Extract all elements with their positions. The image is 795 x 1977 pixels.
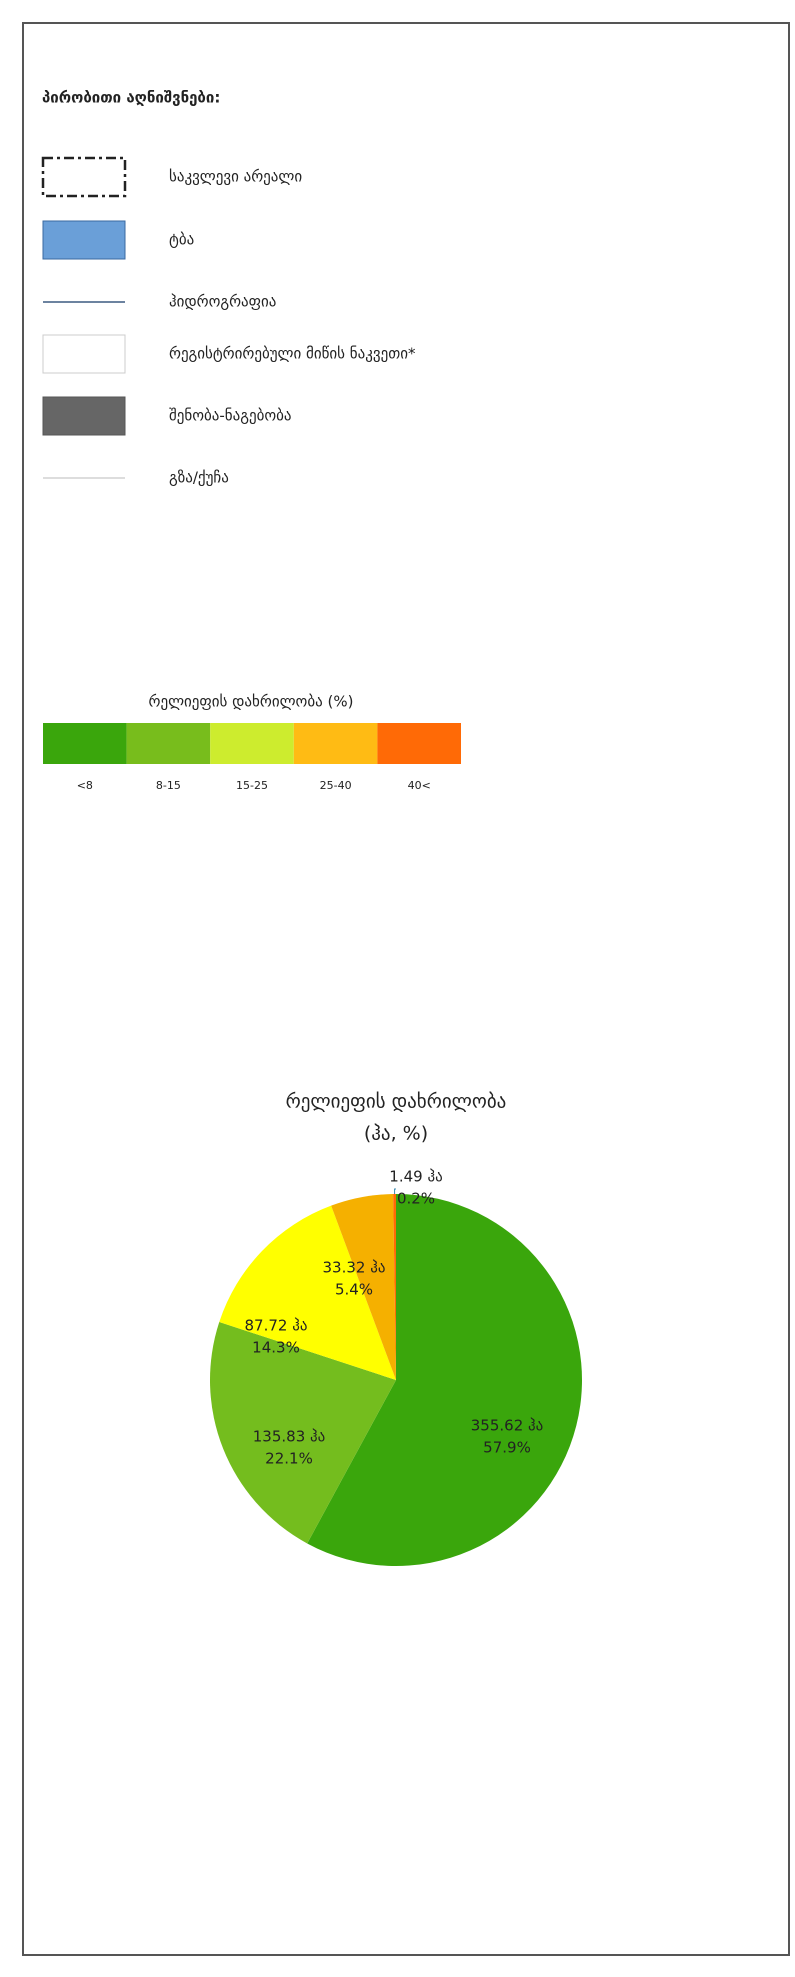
slope-class-swatch (210, 723, 294, 764)
slice-percent-label: 57.9% (483, 1439, 531, 1457)
slope-class-swatch (126, 723, 211, 764)
legend-item: ჰიდროგრაფია (169, 293, 276, 311)
pie-slice (219, 1205, 396, 1380)
legend-item: გზა/ქუჩა (169, 469, 229, 487)
slope-scale-title: რელიეფის დახრილობა (%) (149, 693, 354, 711)
slope-class-label: 25-40 (320, 779, 352, 792)
legend-title: პირობითი აღნიშვნები: (42, 89, 220, 107)
slice-percent-label: 5.4% (335, 1281, 373, 1299)
legend-item: შენობა-ნაგებობა (169, 407, 292, 425)
leader-line (394, 1188, 396, 1195)
building-symbol (42, 396, 126, 436)
study-area-symbol (41, 156, 127, 198)
pie-title: რელიეფის დახრილობა (286, 1091, 507, 1113)
slice-value-label: 355.62 ჰა (471, 1417, 544, 1435)
slope-class-label: 40< (408, 779, 431, 792)
pie-slice (331, 1194, 396, 1380)
slice-percent-label: 14.3% (252, 1339, 300, 1357)
legend-item: რეგისტრირებული მიწის ნაკვეთი* (169, 345, 416, 363)
slope-class-swatch (377, 723, 461, 764)
slice-value-label: 1.49 ჰა (389, 1168, 442, 1186)
pie-slice (209, 1322, 396, 1544)
lake-symbol (42, 220, 126, 260)
frame (22, 22, 790, 1956)
slice-value-label: 87.72 ჰა (245, 1317, 308, 1335)
pie-slice (393, 1194, 396, 1380)
slope-class-label: <8 (77, 779, 93, 792)
slope-class-label: 15-25 (236, 779, 268, 792)
legend-item: საკვლევი არეალი (169, 168, 302, 186)
slope-class-swatch (43, 723, 127, 764)
parcel-symbol (42, 334, 126, 374)
slope-class-swatch (293, 723, 378, 764)
slice-value-label: 135.83 ჰა (253, 1428, 326, 1446)
slice-percent-label: 22.1% (265, 1450, 313, 1468)
slice-percent-label: 0.2% (397, 1190, 435, 1208)
slope-class-label: 8-15 (156, 779, 181, 792)
pie-title: (ჰა, %) (364, 1123, 428, 1145)
pie-slice (307, 1194, 582, 1566)
slice-value-label: 33.32 ჰა (323, 1259, 386, 1277)
legend-item: ტბა (169, 231, 194, 249)
